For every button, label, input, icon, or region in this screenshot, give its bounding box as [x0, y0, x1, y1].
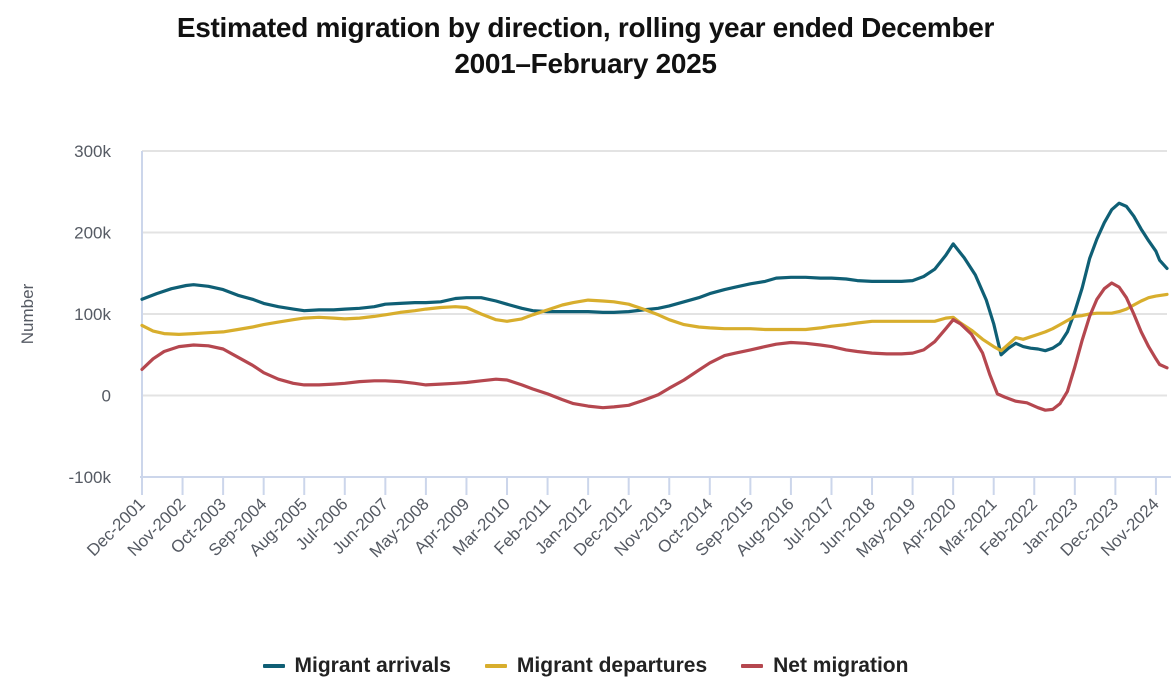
- legend-item-migrant-departures[interactable]: Migrant departures: [484, 654, 708, 678]
- legend-swatch-arrivals: [262, 664, 285, 668]
- y-tick-label: 200k: [74, 224, 111, 243]
- series-line-net-migration: [140, 281, 1169, 412]
- y-axis-title: Number: [18, 283, 37, 344]
- y-tick-label: 300k: [74, 142, 111, 161]
- y-tick-label: 100k: [74, 305, 111, 324]
- y-tick-label: -100k: [68, 468, 111, 487]
- legend-label-departures: Migrant departures: [516, 654, 708, 677]
- y-axis-ticks: 300k 200k 100k 0 -100k: [68, 142, 111, 487]
- legend: Migrant arrivals Migrant departures Net …: [0, 654, 1171, 678]
- series-line-migrant-arrivals: [140, 201, 1169, 357]
- legend-swatch-departures: [484, 664, 507, 668]
- x-axis-ticks: Dec-2001Nov-2002Oct-2003Sep-2004Aug-2005…: [83, 477, 1163, 561]
- legend-label-net: Net migration: [773, 654, 909, 677]
- series-lines: [140, 201, 1169, 412]
- axes: [140, 151, 1171, 478]
- chart-title-line-2: 2001–February 2025: [454, 48, 717, 79]
- y-tick-label: 0: [102, 387, 111, 406]
- legend-label-arrivals: Migrant arrivals: [294, 654, 451, 677]
- chart-title: Estimated migration by direction, rollin…: [0, 10, 1171, 82]
- legend-item-net-migration[interactable]: Net migration: [741, 654, 908, 678]
- chart-title-line-1: Estimated migration by direction, rollin…: [176, 12, 995, 43]
- gridlines: [142, 150, 1167, 397]
- legend-item-migrant-arrivals[interactable]: Migrant arrivals: [262, 654, 451, 678]
- series-line-migrant-departures: [140, 292, 1169, 353]
- legend-swatch-net: [741, 664, 764, 668]
